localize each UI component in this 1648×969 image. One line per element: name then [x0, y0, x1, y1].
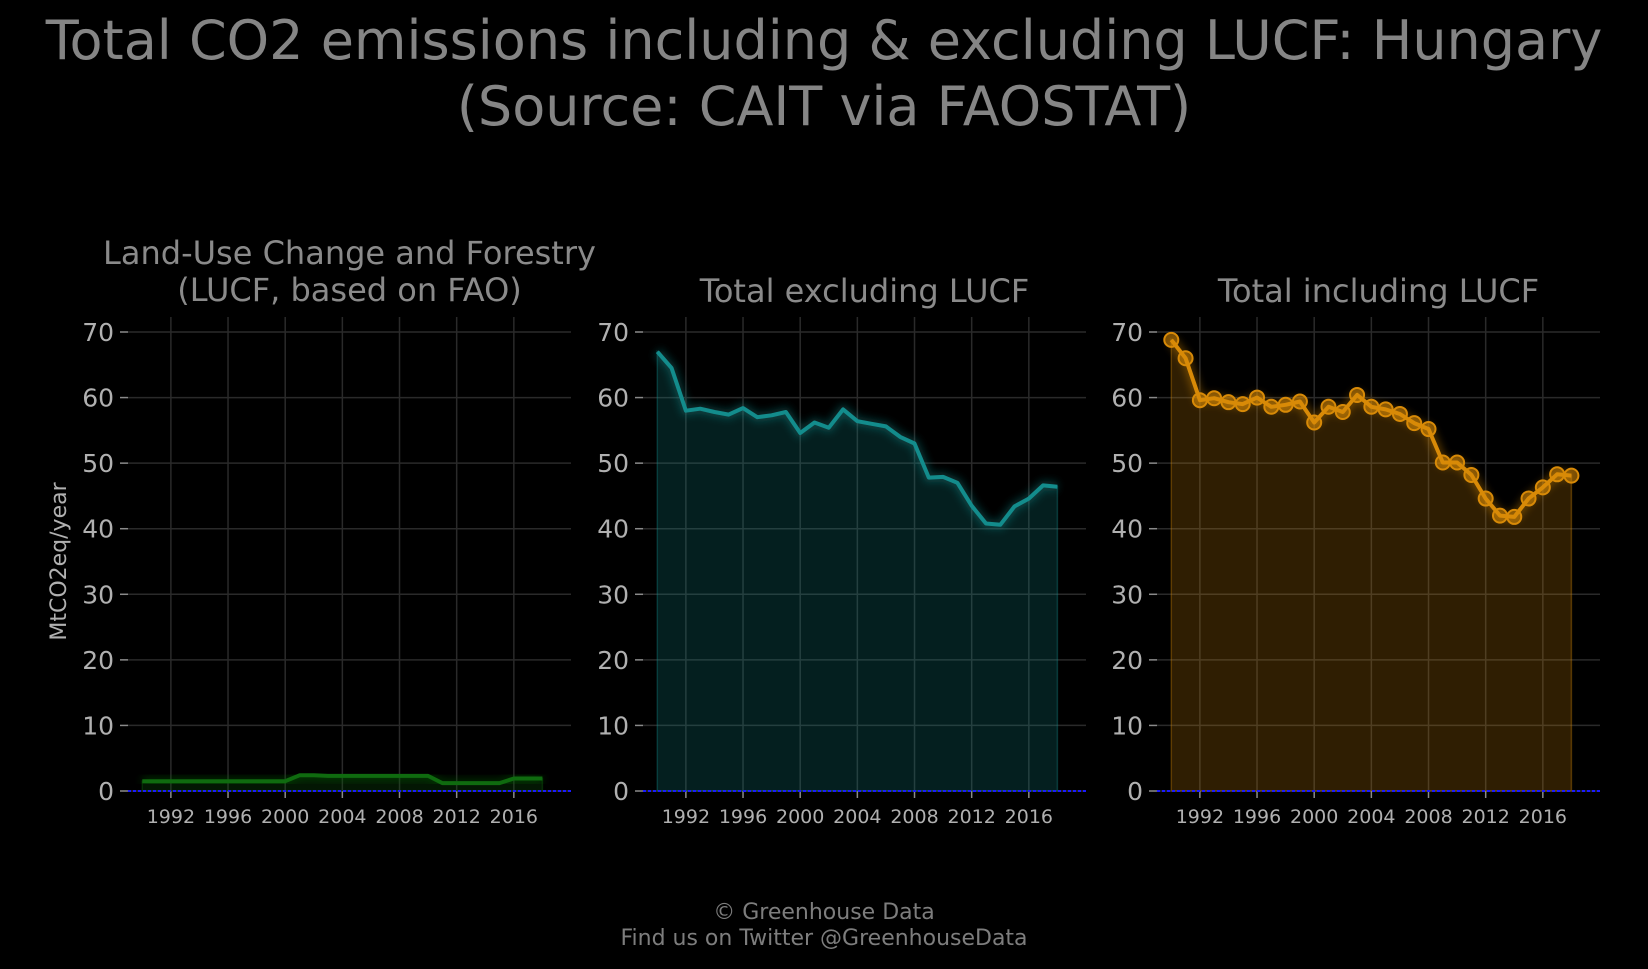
data-point: [1191, 392, 1208, 409]
y-tick-label: 40: [597, 515, 629, 544]
x-tick-label: 2012: [947, 806, 995, 828]
data-point: [1506, 508, 1523, 525]
data-point: [1291, 393, 1308, 410]
data-point: [1463, 466, 1480, 483]
x-tick-label: 2004: [1347, 806, 1395, 828]
data-point: [1520, 490, 1537, 507]
y-tick-label: 0: [613, 777, 629, 806]
x-tick-label: 2008: [1404, 806, 1452, 828]
data-point: [1163, 331, 1180, 348]
y-tick-label: 50: [82, 449, 114, 478]
x-tick-label: 1992: [147, 806, 195, 828]
data-point: [1477, 490, 1494, 507]
data-point: [1177, 350, 1194, 367]
y-tick-label: 0: [1127, 777, 1143, 806]
y-tick-label: 30: [82, 580, 114, 609]
y-tick-label: 50: [597, 449, 629, 478]
panel-title: Total including LUCF: [1217, 272, 1539, 310]
data-point: [1263, 398, 1280, 415]
chart-title-line2: (Source: CAIT via FAOSTAT): [456, 75, 1192, 138]
data-point: [1206, 390, 1223, 407]
y-tick-label: 30: [1111, 580, 1143, 609]
x-tick-label: 2016: [1519, 806, 1567, 828]
data-point: [1320, 398, 1337, 415]
data-point: [1220, 394, 1237, 411]
data-point: [1491, 507, 1508, 524]
y-tick-label: 40: [1111, 515, 1143, 544]
x-tick-label: 1996: [719, 806, 767, 828]
data-point: [1334, 403, 1351, 420]
data-point: [1434, 454, 1451, 471]
x-tick-label: 1996: [204, 806, 252, 828]
y-tick-label: 10: [82, 711, 114, 740]
data-point: [1420, 421, 1437, 438]
y-tick-label: 10: [597, 711, 629, 740]
x-tick-label: 2004: [833, 806, 881, 828]
data-point: [1406, 415, 1423, 432]
footer: © Greenhouse Data Find us on Twitter @Gr…: [0, 900, 1648, 952]
x-tick-label: 2004: [318, 806, 366, 828]
data-point: [1449, 454, 1466, 471]
chart-title-line1: Total CO2 emissions including & excludin…: [45, 9, 1603, 72]
y-tick-label: 20: [82, 646, 114, 675]
y-tick-label: 70: [82, 318, 114, 347]
x-tick-label: 2000: [1290, 806, 1338, 828]
data-point: [1391, 405, 1408, 422]
y-axis-label: MtCO2eq/year: [47, 481, 72, 640]
chart-title: Total CO2 emissions including & excludin…: [0, 8, 1648, 140]
data-point: [1377, 401, 1394, 418]
x-tick-label: 2000: [261, 806, 309, 828]
footer-twitter: Find us on Twitter @GreenhouseData: [620, 926, 1028, 951]
y-tick-label: 60: [1111, 384, 1143, 413]
x-tick-label: 1996: [1233, 806, 1281, 828]
chart-panel-2: 0 10 20 30 40 50 60 70 1992 1996 2000 2004 2008 2012 2…: [597, 272, 1086, 828]
data-point: [1277, 396, 1294, 413]
x-tick-label: 1992: [1176, 806, 1224, 828]
footer-copyright: © Greenhouse Data: [713, 900, 935, 925]
x-tick-label: 2016: [1005, 806, 1053, 828]
x-tick-label: 2008: [890, 806, 938, 828]
data-point: [1563, 467, 1580, 484]
series-line: [655, 350, 1058, 527]
y-tick-label: 20: [1111, 646, 1143, 675]
y-tick-label: 60: [82, 384, 114, 413]
y-tick-label: 50: [1111, 449, 1143, 478]
data-point: [1549, 466, 1566, 483]
data-point: [1306, 414, 1323, 431]
y-tick-label: 40: [82, 515, 114, 544]
y-tick-label: 60: [597, 384, 629, 413]
data-point: [1234, 396, 1251, 413]
y-tick-label: 10: [1111, 711, 1143, 740]
x-tick-label: 2016: [490, 806, 538, 828]
x-tick-label: 2012: [432, 806, 480, 828]
panel-title: Land-Use Change and Forestry: [103, 234, 596, 272]
y-tick-label: 0: [98, 777, 114, 806]
chart-panel-3: 0 10 20 30 40 50 60 70 1992 1996 2000 2004 2008 2012 2…: [1111, 272, 1600, 828]
data-point: [1534, 479, 1551, 496]
y-tick-label: 30: [597, 580, 629, 609]
panel-title: (LUCF, based on FAO): [177, 271, 522, 309]
y-tick-label: 70: [597, 318, 629, 347]
data-point: [1363, 398, 1380, 415]
series-line: [142, 773, 543, 786]
x-tick-label: 2012: [1461, 806, 1509, 828]
x-tick-label: 2000: [776, 806, 824, 828]
data-point: [1249, 389, 1266, 406]
x-tick-label: 1992: [662, 806, 710, 828]
data-point: [1349, 386, 1366, 403]
y-tick-label: 70: [1111, 318, 1143, 347]
chart-panel-1: 0 10 20 30 40 50 60 70 1992 1996 2000 2004 2008 2012 2…: [47, 234, 596, 828]
y-tick-label: 20: [597, 646, 629, 675]
x-tick-label: 2008: [375, 806, 423, 828]
panel-title: Total excluding LUCF: [699, 272, 1030, 310]
